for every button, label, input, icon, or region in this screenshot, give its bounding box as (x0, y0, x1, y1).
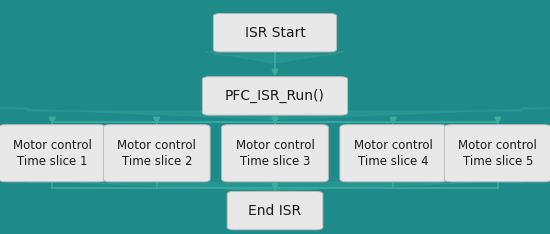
Text: Motor control
Time slice 4: Motor control Time slice 4 (354, 139, 433, 168)
Text: Motor control
Time slice 5: Motor control Time slice 5 (458, 139, 537, 168)
FancyBboxPatch shape (213, 14, 337, 52)
FancyBboxPatch shape (222, 125, 328, 182)
FancyBboxPatch shape (444, 125, 550, 182)
Text: ISR Start: ISR Start (245, 26, 305, 40)
FancyBboxPatch shape (202, 77, 348, 115)
FancyBboxPatch shape (340, 125, 447, 182)
Text: PFC_ISR_Run(): PFC_ISR_Run() (225, 89, 325, 103)
FancyBboxPatch shape (103, 125, 210, 182)
FancyBboxPatch shape (0, 125, 106, 182)
Text: Motor control
Time slice 3: Motor control Time slice 3 (235, 139, 315, 168)
FancyArrow shape (206, 51, 344, 63)
FancyArrow shape (0, 179, 550, 191)
Text: End ISR: End ISR (249, 204, 301, 218)
FancyArrow shape (0, 108, 550, 119)
Text: Motor control
Time slice 2: Motor control Time slice 2 (117, 139, 196, 168)
Text: Motor control
Time slice 1: Motor control Time slice 1 (13, 139, 92, 168)
FancyBboxPatch shape (227, 191, 323, 230)
